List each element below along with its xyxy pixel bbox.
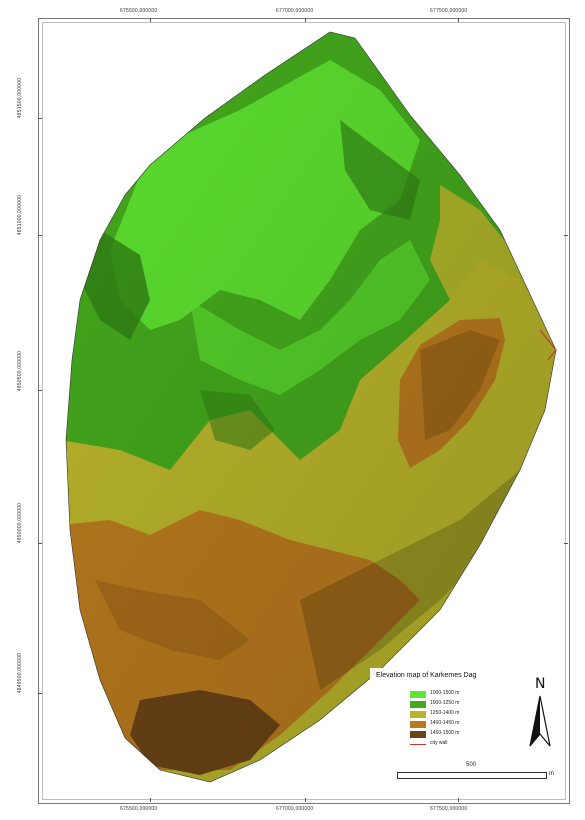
left-tick-label: 4851000,000000 [17, 194, 23, 236]
legend-swatch [410, 691, 426, 698]
legend-line-swatch [410, 744, 426, 745]
legend-label: 1450-1500 m [430, 730, 460, 736]
tick-mark [305, 798, 306, 802]
legend-label: 1000-1500 m [430, 690, 460, 696]
top-tick-label: 677500,000000 [430, 8, 468, 14]
left-tick-label: 4850500,000000 [17, 350, 23, 392]
tick-mark [38, 118, 42, 119]
top-tick-label: 677000,000000 [276, 8, 314, 14]
top-tick-label: 675500,000000 [120, 8, 158, 14]
tick-mark [150, 798, 151, 802]
legend: Elevation map of Karkemes Dag 1000-1500 … [370, 668, 520, 756]
legend-label: 1250-1400 m [430, 710, 460, 716]
north-arrow-icon [529, 695, 551, 747]
map-inner-frame [42, 22, 566, 800]
legend-label: 1000-1250 m [430, 700, 460, 706]
north-label: N [535, 676, 546, 692]
legend-label: 1400-1450 m [430, 720, 460, 726]
left-tick-label: 4850000,000000 [17, 502, 23, 544]
scale-label: 500 [466, 762, 477, 768]
scale-bar [397, 772, 547, 779]
north-arrow: N [528, 676, 552, 748]
tick-mark [38, 543, 42, 544]
city-wall-line [539, 329, 557, 361]
legend-swatch [410, 721, 426, 728]
left-tick-label: 4849500,000000 [17, 652, 23, 694]
legend-swatch [410, 701, 426, 708]
tick-mark [38, 235, 42, 236]
tick-mark [305, 18, 306, 22]
tick-mark [38, 693, 42, 694]
bottom-tick-label: 677500,000000 [430, 806, 468, 812]
tick-mark [458, 798, 459, 802]
left-tick-label: 4851500,000000 [17, 77, 23, 119]
bottom-tick-label: 677000,000000 [276, 806, 314, 812]
tick-mark [564, 543, 568, 544]
tick-mark [150, 18, 151, 22]
scale-unit: m [549, 771, 554, 777]
tick-mark [458, 18, 459, 22]
tick-mark [38, 390, 42, 391]
legend-label: city wall [430, 740, 448, 746]
legend-title: Elevation map of Karkemes Dag [376, 672, 477, 679]
tick-mark [564, 235, 568, 236]
legend-swatch [410, 711, 426, 718]
legend-swatch [410, 731, 426, 738]
bottom-tick-label: 675500,000000 [120, 806, 158, 812]
